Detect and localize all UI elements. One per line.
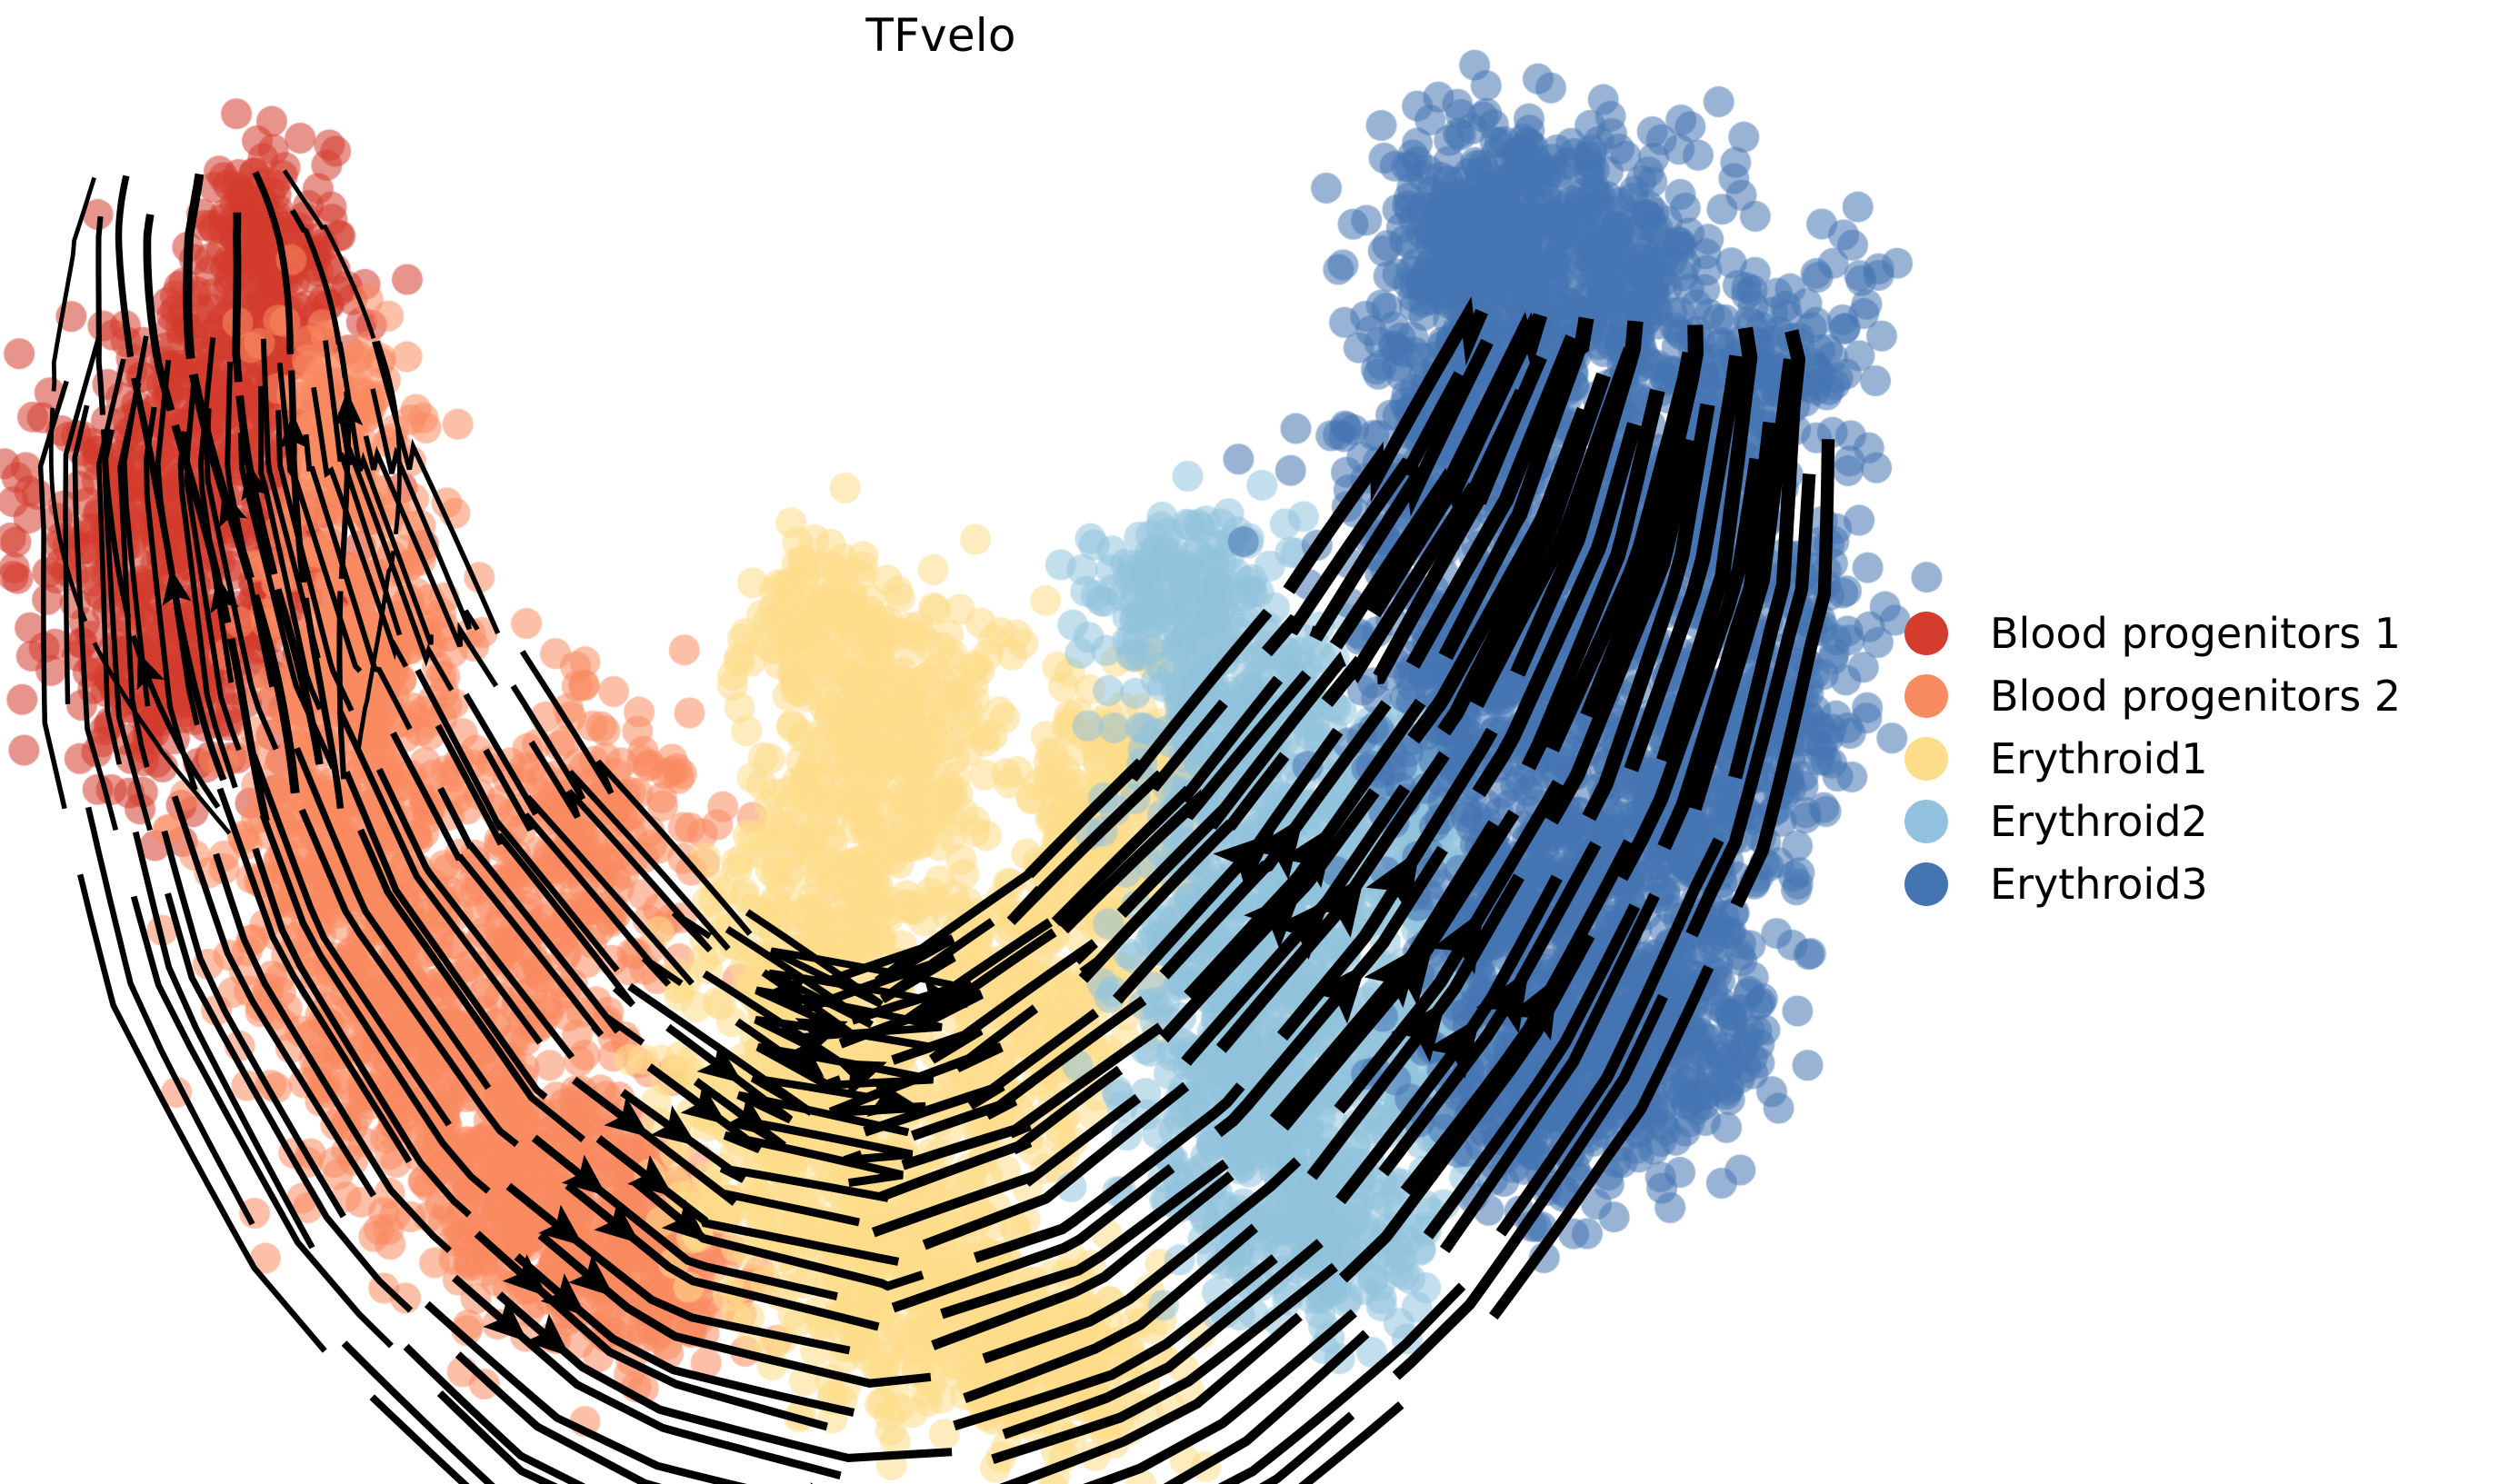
legend-item-erythroid3[interactable]: Erythroid3 bbox=[1904, 852, 2486, 915]
legend: Blood progenitors 1 Blood progenitors 2 … bbox=[1904, 602, 2486, 915]
legend-item-label: Erythroid2 bbox=[1990, 796, 2208, 846]
legend-item-blood-progenitors-2[interactable]: Blood progenitors 2 bbox=[1904, 664, 2486, 727]
legend-item-erythroid1[interactable]: Erythroid1 bbox=[1904, 727, 2486, 790]
legend-item-label: Blood progenitors 1 bbox=[1990, 608, 2402, 658]
legend-item-blood-progenitors-1[interactable]: Blood progenitors 1 bbox=[1904, 602, 2486, 664]
legend-marker-icon bbox=[1904, 611, 1948, 655]
legend-marker-icon bbox=[1904, 799, 1948, 843]
legend-item-label: Erythroid1 bbox=[1990, 733, 2208, 783]
legend-marker-icon bbox=[1904, 736, 1948, 781]
legend-item-label: Blood progenitors 2 bbox=[1990, 671, 2402, 721]
legend-marker-icon bbox=[1904, 862, 1948, 906]
legend-marker-icon bbox=[1904, 673, 1948, 718]
legend-item-erythroid2[interactable]: Erythroid2 bbox=[1904, 790, 2486, 852]
legend-item-label: Erythroid3 bbox=[1990, 859, 2208, 909]
